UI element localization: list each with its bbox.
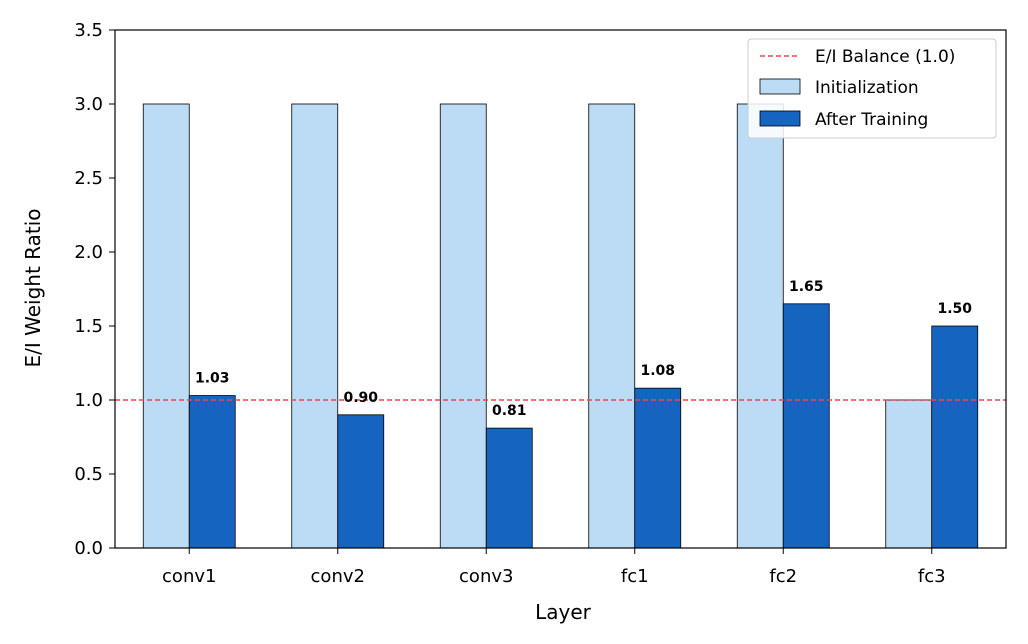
bar-initialization-fc3 xyxy=(885,399,933,549)
y-tick-label: 0.5 xyxy=(74,464,103,485)
bar-value-label-conv3: 0.81 xyxy=(492,403,527,419)
bar-initialization-conv3 xyxy=(439,103,487,549)
legend-label-reference-line: E/I Balance (1.0) xyxy=(815,47,955,67)
bar-value-label-fc3: 1.50 xyxy=(937,301,972,317)
legend-label-initialization: Initialization xyxy=(815,78,919,98)
axes-layer: conv1 conv2 conv3 fc1 fc2 fc3 0.0 0.5 1.0 1.5 2.0 2… xyxy=(74,20,1007,587)
bar-after-training-fc2 xyxy=(782,303,830,549)
x-axis-title: Layer xyxy=(535,600,592,624)
y-tick-label: 3.5 xyxy=(74,20,103,41)
bar-labels-layer: 1.03 0.90 0.81 1.08 1.65 1.50 xyxy=(195,279,972,419)
x-tick-label-conv2: conv2 xyxy=(311,566,365,587)
bars-layer xyxy=(142,103,979,549)
bar-value-label-conv2: 0.90 xyxy=(343,390,378,406)
y-tick-label: 1.0 xyxy=(74,390,103,411)
bar-after-training-conv3 xyxy=(485,427,533,549)
bar-after-training-conv2 xyxy=(337,414,385,549)
x-tick-label-conv3: conv3 xyxy=(459,566,513,587)
y-tick-label: 1.5 xyxy=(74,316,103,337)
bar-value-label-fc2: 1.65 xyxy=(789,279,824,295)
bar-after-training-conv1 xyxy=(188,395,236,549)
x-tick-label-conv1: conv1 xyxy=(162,566,216,587)
bar-value-label-conv1: 1.03 xyxy=(195,371,230,387)
y-tick-label: 2.5 xyxy=(74,168,103,189)
legend-swatch-after-training xyxy=(759,110,801,127)
bar-after-training-fc3 xyxy=(931,325,979,549)
y-axis-title: E/I Weight Ratio xyxy=(21,208,45,367)
bar-initialization-conv1 xyxy=(142,103,190,549)
x-tick-label-fc3: fc3 xyxy=(918,566,946,587)
y-tick-label: 3.0 xyxy=(74,94,103,115)
y-tick-label: 0.0 xyxy=(74,538,103,559)
plot-frame xyxy=(114,29,1007,549)
bar-initialization-conv2 xyxy=(291,103,339,549)
y-tick-label: 2.0 xyxy=(74,242,103,263)
x-tick-label-fc1: fc1 xyxy=(621,566,649,587)
legend-swatch-initialization xyxy=(759,78,801,95)
legend: E/I Balance (1.0) Initialization After T… xyxy=(747,38,997,139)
bar-initialization-fc2 xyxy=(736,103,784,549)
bar-initialization-fc1 xyxy=(588,103,636,549)
bar-after-training-fc1 xyxy=(634,387,682,549)
legend-frame xyxy=(747,38,997,139)
x-tick-label-fc2: fc2 xyxy=(769,566,797,587)
legend-label-after-training: After Training xyxy=(815,110,928,130)
bar-value-label-fc1: 1.08 xyxy=(640,363,675,379)
